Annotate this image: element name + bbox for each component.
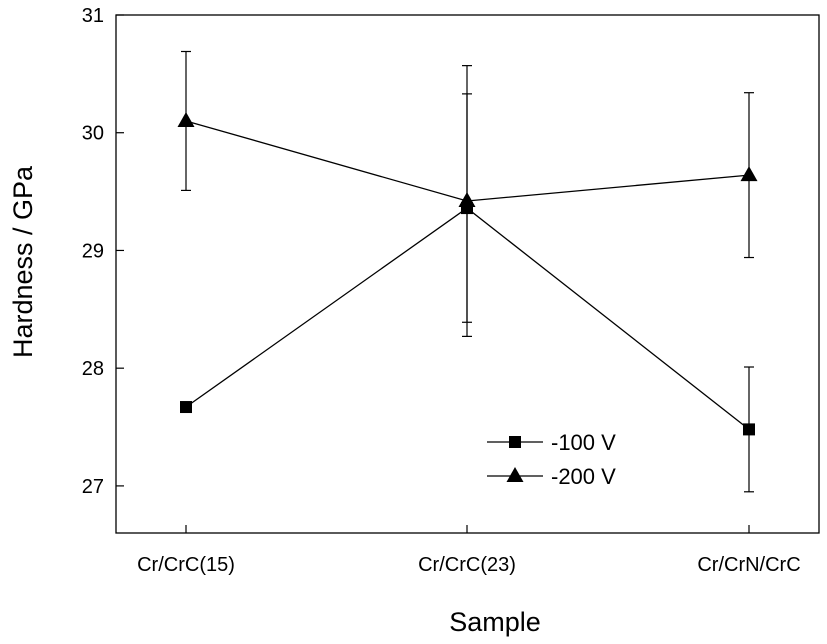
y-tick-label: 31 [82,5,104,27]
legend: -100 V -200 V [487,430,616,489]
y-axis-title: Hardness / GPa [8,165,38,358]
legend-minus200v-label: -200 V [551,464,616,489]
y-tick-label: 28 [82,358,104,380]
x-axis-title: Sample [449,607,541,637]
x-tick-label: Cr/CrC(23) [418,554,516,576]
legend-minus200v-marker [506,467,524,482]
series-minus200v-point [740,166,758,182]
legend-minus100v-label: -100 V [551,430,616,455]
series-minus200v-point [177,111,195,127]
series-minus100v-point [180,401,192,414]
x-tick-label: Cr/CrN/CrC [697,554,800,576]
y-tick-label: 30 [82,123,104,145]
series-markers [177,111,758,436]
legend-minus100v-marker [509,436,521,448]
series-minus100v-point [743,423,755,436]
x-tick-label: Cr/CrC(15) [137,554,235,576]
y-tick-label: 27 [82,476,104,498]
axis-ticks: 27 28 29 30 31 Cr/CrC(15) Cr/CrC(23) Cr/CrN/CrC [82,5,801,576]
y-tick-label: 29 [82,240,104,262]
series-minus200v-point [458,192,476,208]
error-bars [181,50,754,493]
